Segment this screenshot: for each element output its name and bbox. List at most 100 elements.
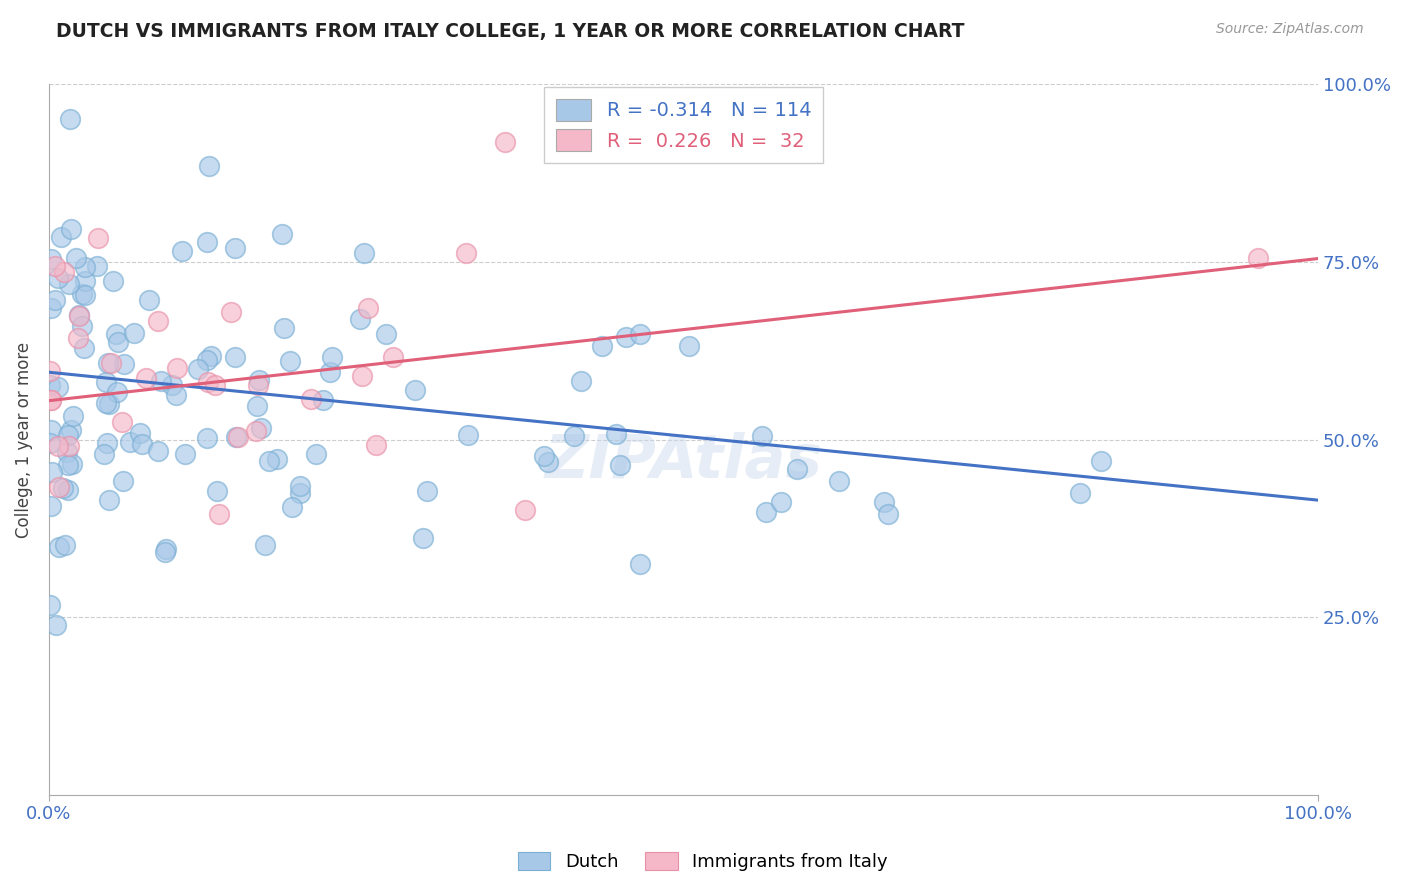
Point [305, 447, 328, 461]
Point [105, 384, 128, 399]
Point [150, 375, 173, 389]
Point [39, 436, 62, 450]
Point [62, 409, 84, 423]
Point [456, 246, 478, 260]
Point [591, 338, 613, 352]
Point [628, 557, 651, 571]
Point [58, 428, 80, 442]
Point [41, 465, 63, 479]
Point [224, 241, 246, 255]
Point [198, 159, 221, 173]
Point [49, 230, 72, 244]
Point [257, 453, 280, 467]
Point [48, 480, 70, 494]
Point [104, 327, 127, 342]
Point [247, 378, 270, 392]
Point [60, 423, 83, 437]
Point [59, 112, 82, 126]
Point [73, 260, 96, 275]
Point [412, 532, 434, 546]
Point [290, 479, 312, 493]
Point [249, 421, 271, 435]
Point [56, 445, 79, 459]
Point [204, 378, 226, 392]
Point [353, 246, 375, 260]
Point [65, 252, 87, 266]
Point [299, 392, 322, 406]
Point [751, 428, 773, 442]
Point [162, 378, 184, 392]
Point [48, 540, 70, 554]
Point [770, 495, 793, 509]
Point [349, 312, 371, 326]
Point [1090, 453, 1112, 467]
Point [246, 399, 269, 413]
Point [457, 427, 479, 442]
Point [562, 429, 585, 443]
Point [56, 458, 79, 472]
Point [155, 542, 177, 557]
Point [513, 503, 536, 517]
Point [59, 221, 82, 235]
Point [170, 244, 193, 259]
Point [66, 331, 89, 345]
Point [96, 396, 118, 410]
Point [174, 448, 197, 462]
Point [1069, 486, 1091, 500]
Point [53, 537, 76, 551]
Point [39, 364, 62, 378]
Point [311, 392, 333, 407]
Point [46, 379, 69, 393]
Point [70, 319, 93, 334]
Point [225, 430, 247, 444]
Point [537, 455, 560, 469]
Point [101, 274, 124, 288]
Point [58, 439, 80, 453]
Text: Source: ZipAtlas.com: Source: ZipAtlas.com [1216, 22, 1364, 37]
Point [278, 353, 301, 368]
Point [111, 415, 134, 429]
Y-axis label: College, 1 year or more: College, 1 year or more [15, 342, 32, 538]
Point [873, 495, 896, 509]
Point [86, 259, 108, 273]
Point [266, 452, 288, 467]
Point [319, 365, 342, 379]
Legend: Dutch, Immigrants from Italy: Dutch, Immigrants from Italy [510, 845, 896, 879]
Point [72, 287, 94, 301]
Point [786, 462, 808, 476]
Point [827, 474, 849, 488]
Point [146, 314, 169, 328]
Point [350, 369, 373, 384]
Point [416, 484, 439, 499]
Point [195, 431, 218, 445]
Point [131, 437, 153, 451]
Point [1247, 251, 1270, 265]
Text: ZIPAtlas: ZIPAtlas [544, 432, 823, 491]
Point [404, 383, 426, 397]
Point [382, 351, 405, 365]
Point [75, 288, 97, 302]
Point [280, 500, 302, 514]
Point [39, 599, 62, 613]
Point [128, 426, 150, 441]
Point [122, 326, 145, 340]
Point [208, 507, 231, 521]
Point [39, 393, 62, 408]
Point [69, 308, 91, 322]
Point [52, 481, 75, 495]
Point [73, 274, 96, 288]
Point [569, 375, 592, 389]
Point [93, 447, 115, 461]
Point [271, 227, 294, 241]
Point [138, 293, 160, 308]
Point [224, 351, 246, 365]
Point [755, 505, 778, 519]
Point [605, 427, 627, 442]
Point [39, 301, 62, 316]
Point [56, 483, 79, 497]
Point [254, 538, 277, 552]
Point [112, 357, 135, 371]
Point [96, 436, 118, 450]
Point [609, 458, 631, 473]
Point [39, 423, 62, 437]
